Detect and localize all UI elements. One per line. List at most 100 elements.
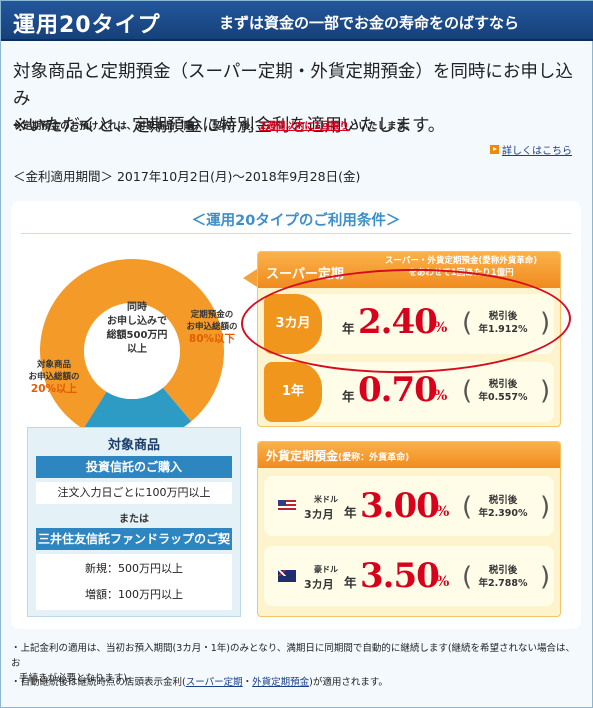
detail-link-label: 詳しくはこちら — [502, 146, 572, 157]
product-label-line: お申込総額の — [28, 372, 80, 382]
footnote-text: ・自動継続後は継続時点の店頭表示金利( — [11, 677, 186, 688]
intro-line-1: 対象商品と定期預金（スーパー定期・外貨定期預金）を同時にお申し込み — [13, 62, 573, 109]
rate-period: ＜金利適用期間＞ 2017年10月2日(月)〜2018年9月28日(金) — [13, 169, 361, 184]
donut-center-line: 同時 — [127, 302, 147, 313]
header-title: 運用20タイプ — [13, 13, 161, 38]
year-label: 年 — [344, 575, 357, 590]
footnote-text: )が適用されます。 — [309, 677, 388, 688]
fx-deposit-link[interactable]: 外貨定期預金 — [252, 677, 310, 688]
note-prefix: ※定期預金のお預け入れは、対象商品ご購入（契約）後、 — [13, 121, 260, 132]
product-share-label: 対象商品 お申込総額の 20%以上 — [19, 359, 89, 395]
deposit-label-line: 定期預金の — [190, 310, 234, 320]
fund-wrap-detail: 新規：500万円以上 増額：100万円以上 — [36, 554, 232, 610]
after-tax-rate: 年2.390% — [478, 508, 528, 519]
after-tax-label: 税引後 — [488, 379, 518, 390]
after-tax: 税引後 年2.390% — [468, 494, 538, 520]
currency-name: 豪ドル — [314, 565, 338, 574]
fund-wrap-new: 新規：500万円以上 — [85, 562, 183, 575]
fx-deposit-panel: 外貨定期預金(愛称：外貨革命) 米ドル 3カ月 年 3.00 % ( 税引後 年… — [257, 441, 561, 617]
year-label: 年 — [342, 389, 355, 404]
intro-line-2: ※いただくと、定期預金に特別金利を適用いたします。 — [13, 116, 446, 136]
rate-card-usd: 米ドル 3カ月 年 3.00 % ( 税引後 年2.390% ) — [264, 476, 554, 536]
note-suffix: といたします。 — [348, 121, 415, 132]
footnote-text: ・ — [242, 677, 253, 688]
rate-percent: % — [436, 504, 450, 520]
currency-term: 3カ月 — [304, 508, 334, 521]
term-tab: 3カ月 — [264, 294, 322, 354]
or-label: または — [119, 514, 149, 525]
investment-trust-detail: 注文入力日ごとに100万円以上 — [36, 482, 232, 504]
fx-title-sub: (愛称：外貨革命) — [338, 453, 410, 463]
note-highlight: 2週間以内に1回限り — [259, 121, 349, 132]
deposit-label-line: お申込総額の — [186, 322, 238, 332]
deposit-share-label: 定期預金の お申込総額の 80%以下 — [177, 309, 247, 345]
au-flag-icon — [278, 570, 296, 582]
fx-deposit-title: 外貨定期預金(愛称：外貨革命) — [266, 447, 409, 464]
term-tab: 1年 — [264, 362, 322, 422]
header-bar: 運用20タイプ まずは資金の一部でお金の寿命をのばすなら — [1, 1, 593, 41]
rate-percent: % — [434, 320, 448, 336]
super-teiki-link[interactable]: スーパー定期 — [185, 677, 243, 688]
paren-right: ) — [540, 492, 551, 522]
footnote-line: 手続きが必要となります)。 — [19, 673, 137, 684]
donut-center-line: お申し込みで — [107, 316, 167, 327]
donut-center-line: 以上 — [127, 344, 147, 355]
year-label: 年 — [344, 505, 357, 520]
product-label-line: 対象商品 — [36, 360, 71, 370]
after-tax: 税引後 年1.912% — [468, 310, 538, 336]
rate-value: 3.00 — [360, 486, 440, 526]
investment-trust-bar: 投資信託のご購入 — [36, 456, 232, 478]
fx-title-main: 外貨定期預金 — [266, 449, 339, 463]
paren-left: ( — [462, 376, 473, 406]
callout-arrow — [243, 269, 257, 287]
detail-link[interactable]: 詳しくはこちら — [490, 142, 572, 157]
year-label: 年 — [342, 321, 355, 336]
paren-left: ( — [462, 562, 473, 592]
footnote-line: ・上記金利の適用は、当初お預入期間(3カ月・1年)のみとなり、満期日に同期間で自… — [11, 643, 576, 669]
currency-name: 米ドル — [314, 495, 338, 504]
intro-text: 対象商品と定期預金（スーパー定期・外貨定期預金）を同時にお申し込み ※いただくと… — [13, 59, 583, 140]
us-flag-icon — [278, 500, 296, 512]
donut-center-label: 同時 お申し込みで 総額500万円 以上 — [87, 301, 187, 357]
paren-left: ( — [462, 308, 473, 338]
super-teiki-subtitle: スーパー・外貨定期預金(愛称外貨革命) をあわせて1回あたり1億円 — [366, 255, 556, 279]
rate-card-3m: 3カ月 年 2.40 % ( 税引後 年1.912% ) — [264, 294, 554, 354]
after-tax-rate: 年1.912% — [478, 324, 528, 335]
super-teiki-subtitle-line: スーパー・外貨定期預金(愛称外貨革命) — [384, 256, 538, 266]
fund-wrap-add: 増額：100万円以上 — [85, 588, 183, 601]
donut-slice-deposit — [39, 259, 225, 430]
deposit-note: ※定期預金のお預け入れは、対象商品ご購入（契約）後、2週間以内に1回限りといたし… — [13, 118, 415, 132]
after-tax: 税引後 年2.788% — [468, 564, 538, 590]
fx-deposit-header: 外貨定期預金(愛称：外貨革命) — [258, 442, 560, 468]
after-tax-rate: 年0.557% — [478, 392, 528, 403]
paren-right: ) — [540, 562, 551, 592]
after-tax-rate: 年2.788% — [478, 578, 528, 589]
rate-value: 0.70 — [358, 370, 438, 410]
target-heading: 対象商品 — [107, 438, 160, 453]
super-teiki-header: スーパー定期 スーパー・外貨定期預金(愛称外貨革命) をあわせて1回あたり1億円 — [258, 252, 560, 288]
paren-right: ) — [540, 376, 551, 406]
rate-value: 2.40 — [358, 302, 438, 342]
after-tax-label: 税引後 — [488, 565, 518, 576]
paren-right: ) — [540, 308, 551, 338]
rate-percent: % — [434, 388, 448, 404]
conditions-title: ＜運用20タイプのご利用条件＞ — [191, 213, 401, 229]
paren-left: ( — [462, 492, 473, 522]
after-tax: 税引後 年0.557% — [468, 378, 538, 404]
rate-card-1y: 1年 年 0.70 % ( 税引後 年0.557% ) — [264, 362, 554, 422]
currency-term: 3カ月 — [304, 578, 334, 591]
after-tax-label: 税引後 — [488, 311, 518, 322]
super-teiki-panel: スーパー定期 スーパー・外貨定期預金(愛称外貨革命) をあわせて1回あたり1億円… — [257, 251, 561, 427]
rate-percent: % — [436, 574, 450, 590]
super-teiki-subtitle-line: をあわせて1回あたり1億円 — [408, 268, 514, 278]
target-products-box: 対象商品 投資信託のご購入 注文入力日ごとに100万円以上 または 三井住友信託… — [27, 427, 241, 617]
after-tax-label: 税引後 — [488, 495, 518, 506]
donut-hole — [84, 303, 180, 399]
product-pct: 20%以上 — [30, 383, 78, 395]
title-divider — [21, 233, 571, 234]
rate-card-aud: 豪ドル 3カ月 年 3.50 % ( 税引後 年2.788% ) — [264, 546, 554, 606]
footnote-1: ・上記金利の適用は、当初お預入期間(3カ月・1年)のみとなり、満期日に同期間で自… — [11, 641, 581, 686]
arrow-right-icon — [490, 145, 499, 154]
donut-center-line: 総額500万円 — [106, 330, 168, 341]
